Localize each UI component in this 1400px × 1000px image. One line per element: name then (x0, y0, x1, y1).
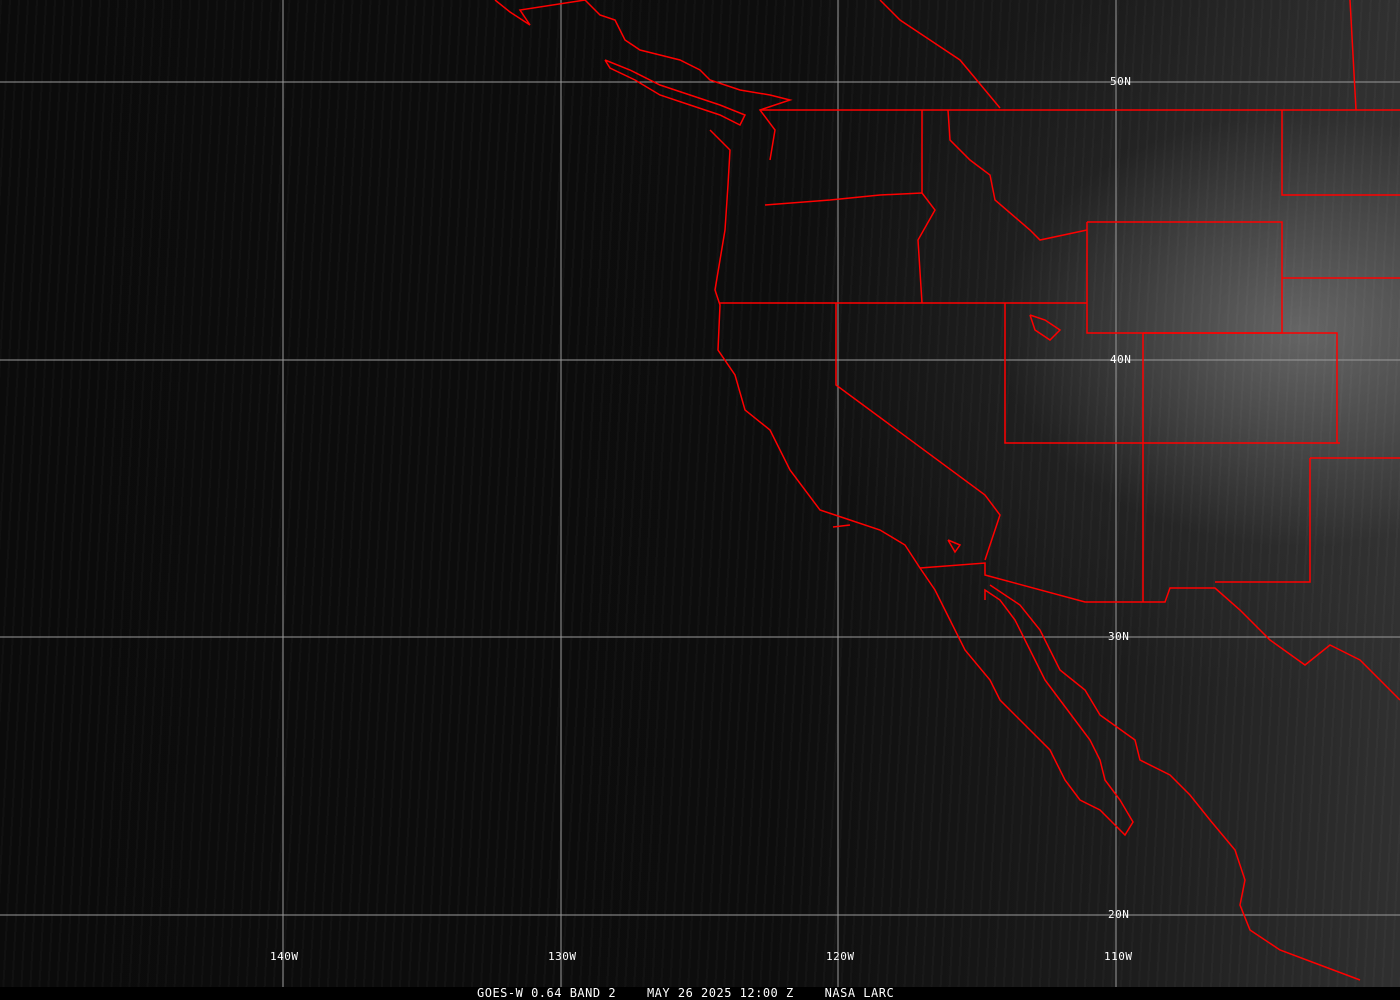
lon-label-110w: 110W (1104, 950, 1133, 963)
great-salt-lake (1029, 314, 1062, 341)
east-borders (1281, 110, 1400, 196)
canada-east (1349, 0, 1357, 111)
salton-area (947, 539, 962, 554)
caption-source: NASA LARC (824, 986, 895, 1000)
idaho-west (917, 110, 936, 304)
boundaries (494, 0, 1400, 981)
lat-label-50n: 50N (1110, 75, 1132, 88)
image-caption: GOES-W 0.64 BAND 2 MAY 26 2025 12:00 Z N… (477, 986, 894, 1000)
caption-satellite: GOES-W 0.64 BAND 2 (477, 986, 617, 1000)
canada-coast (879, 0, 1001, 109)
coastline-bc (494, 0, 793, 161)
footer-bar (0, 987, 1400, 1000)
lat-label-40n: 40N (1110, 353, 1132, 366)
nm-border (1215, 458, 1311, 583)
idaho-montana (947, 109, 1088, 241)
ca-nv-border (835, 303, 1001, 561)
lon-label-140w: 140W (270, 950, 299, 963)
lon-label-120w: 120W (826, 950, 855, 963)
coastline-west (709, 129, 1134, 837)
wa-or-border (764, 192, 923, 206)
co-border (1143, 332, 1338, 443)
nv-ut-border (1004, 303, 1340, 444)
caption-datetime: MAY 26 2025 12:00 Z (646, 986, 794, 1000)
vancouver-island (604, 59, 747, 127)
coastline-mexico (989, 584, 1361, 981)
channel-islands (832, 524, 851, 528)
lon-label-130w: 130W (548, 950, 577, 963)
lat-label-30n: 30N (1108, 630, 1130, 643)
us-mexico-border (919, 562, 1400, 701)
lat-label-20n: 20N (1108, 908, 1130, 921)
